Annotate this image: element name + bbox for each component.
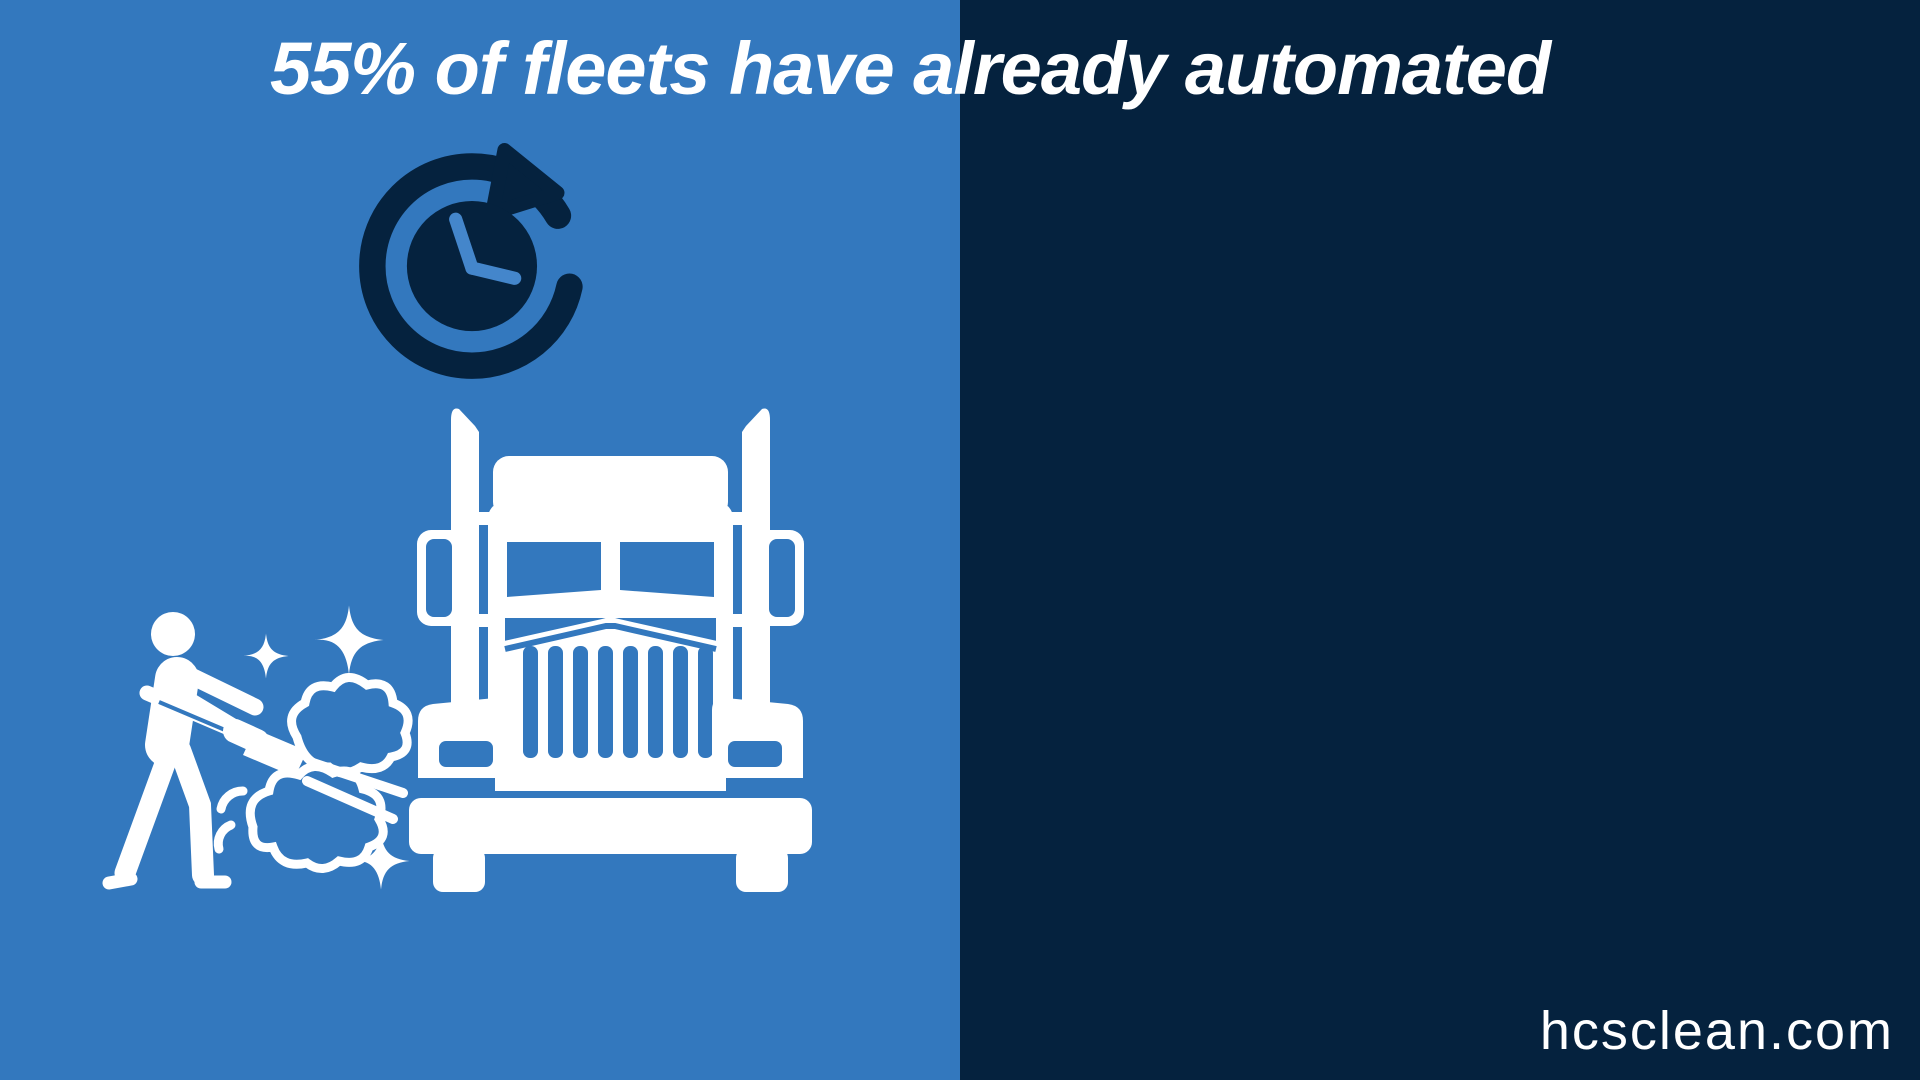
pressure-washer-worker-icon	[102, 605, 413, 890]
pressure-washer-wand	[139, 685, 307, 777]
water-spray-lines	[302, 758, 408, 824]
website-url: hcsclean.com	[1539, 1001, 1894, 1061]
headline: 55% of fleets have already automated	[270, 27, 1551, 110]
semi-truck-front-icon	[409, 400, 812, 892]
history-clock-icon	[359, 143, 585, 379]
right-panel-automated-wash: 9x	[960, 0, 1920, 1080]
left-panel-manual-wash	[0, 0, 960, 1080]
